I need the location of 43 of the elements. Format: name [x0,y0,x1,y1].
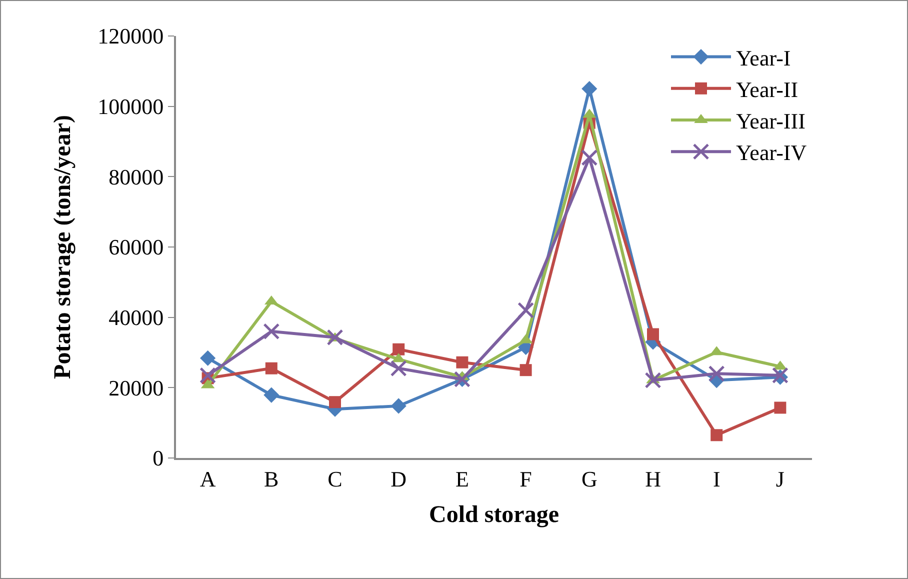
point [520,364,532,376]
y-tick-label: 60000 [108,234,164,260]
point [710,429,723,442]
x-tick-label: I [712,466,720,492]
legend-label: Year-II [736,76,798,102]
point [265,362,278,374]
point [582,80,598,97]
point [392,343,405,356]
x-tick-label: F [520,466,532,492]
point [647,328,659,340]
x-tick-label: A [200,466,216,492]
x-tick-label: E [455,466,469,492]
y-tick-label: 0 [152,446,164,471]
point [263,323,280,340]
legend-label: Year-III [736,108,806,134]
point [518,302,534,319]
y-tick-label: 40000 [108,305,164,330]
point [581,149,598,166]
y-tick-label: 20000 [108,375,164,400]
legend-label: Year-I [736,45,791,70]
point [329,396,341,408]
x-tick-label: H [645,466,662,492]
x-tick-label: B [264,466,279,492]
x-axis-title: Cold storage [429,502,560,528]
point [390,360,407,377]
point [390,398,406,414]
point [644,372,662,389]
x-tick-label: G [581,466,598,492]
x-tick-label: C [328,466,342,492]
point [456,356,468,368]
x-tick-label: J [776,466,785,492]
point [200,367,216,384]
point [200,350,216,366]
x-tick-label: D [390,466,407,492]
y-tick-label: 120000 [98,24,164,49]
y-tick-label: 100000 [98,94,164,120]
y-tick-label: 80000 [108,164,164,190]
y-axis-title: Potato storage (tons/year) [50,115,76,379]
legend-label: Year-IV [736,140,807,166]
point [326,329,344,346]
point [708,365,725,382]
point [264,387,280,403]
point [774,402,786,414]
